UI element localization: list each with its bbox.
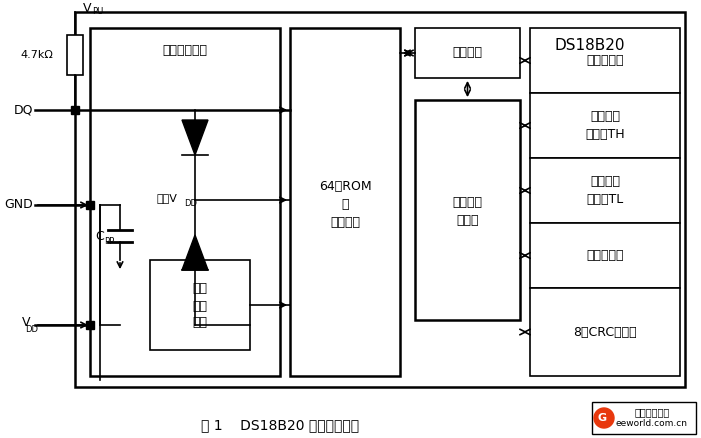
Text: 配置寄存器: 配置寄存器 xyxy=(586,249,624,262)
Text: 高速暂存: 高速暂存 xyxy=(453,195,482,208)
Bar xyxy=(415,100,520,320)
Text: 4.7kΩ: 4.7kΩ xyxy=(20,50,53,60)
Bar xyxy=(67,35,83,75)
Text: 内部V: 内部V xyxy=(156,193,177,203)
Text: 报警下限: 报警下限 xyxy=(590,175,620,188)
Text: 图 1    DS18B20 内部结构框图: 图 1 DS18B20 内部结构框图 xyxy=(201,418,359,432)
Text: DQ: DQ xyxy=(13,103,33,117)
Text: 单线接口: 单线接口 xyxy=(330,216,360,230)
Bar xyxy=(150,260,250,350)
Bar xyxy=(530,223,680,288)
Text: PU: PU xyxy=(92,7,103,15)
Text: 寄存器TL: 寄存器TL xyxy=(586,193,624,206)
Bar xyxy=(530,158,680,223)
Text: 报警上限: 报警上限 xyxy=(590,110,620,123)
Bar xyxy=(90,28,280,376)
Circle shape xyxy=(594,408,614,428)
Text: 存储器: 存储器 xyxy=(456,213,479,226)
Text: G: G xyxy=(597,413,606,423)
Text: DD: DD xyxy=(184,199,198,208)
Polygon shape xyxy=(182,235,208,270)
Text: DS18B20: DS18B20 xyxy=(554,38,625,53)
Text: 电源: 电源 xyxy=(193,283,207,296)
Text: 模块: 模块 xyxy=(193,317,207,329)
Text: 寄存器TH: 寄存器TH xyxy=(585,128,625,141)
Polygon shape xyxy=(182,120,208,155)
Text: 和: 和 xyxy=(341,198,349,212)
Bar xyxy=(290,28,400,376)
Text: 寄生电源电路: 寄生电源电路 xyxy=(163,43,207,57)
Text: DD: DD xyxy=(25,325,38,335)
Text: 电子工程世界: 电子工程世界 xyxy=(634,407,669,417)
Bar xyxy=(530,28,680,93)
Text: 传感: 传感 xyxy=(193,300,207,312)
Text: V: V xyxy=(22,317,30,329)
Bar xyxy=(530,93,680,158)
Bar xyxy=(530,288,680,376)
Bar xyxy=(415,28,520,78)
Text: GND: GND xyxy=(4,198,33,212)
Text: V: V xyxy=(83,1,92,14)
Text: 64位ROM: 64位ROM xyxy=(319,180,372,194)
Text: C: C xyxy=(95,230,104,243)
Text: 温度传感器: 温度传感器 xyxy=(586,54,624,67)
Text: 控制逻辑: 控制逻辑 xyxy=(453,46,482,60)
Text: eeworld.com.cn: eeworld.com.cn xyxy=(616,420,688,428)
Bar xyxy=(75,12,685,387)
Bar xyxy=(592,402,696,434)
Text: 8位CRC发生器: 8位CRC发生器 xyxy=(573,325,637,339)
Text: PP: PP xyxy=(104,237,114,246)
